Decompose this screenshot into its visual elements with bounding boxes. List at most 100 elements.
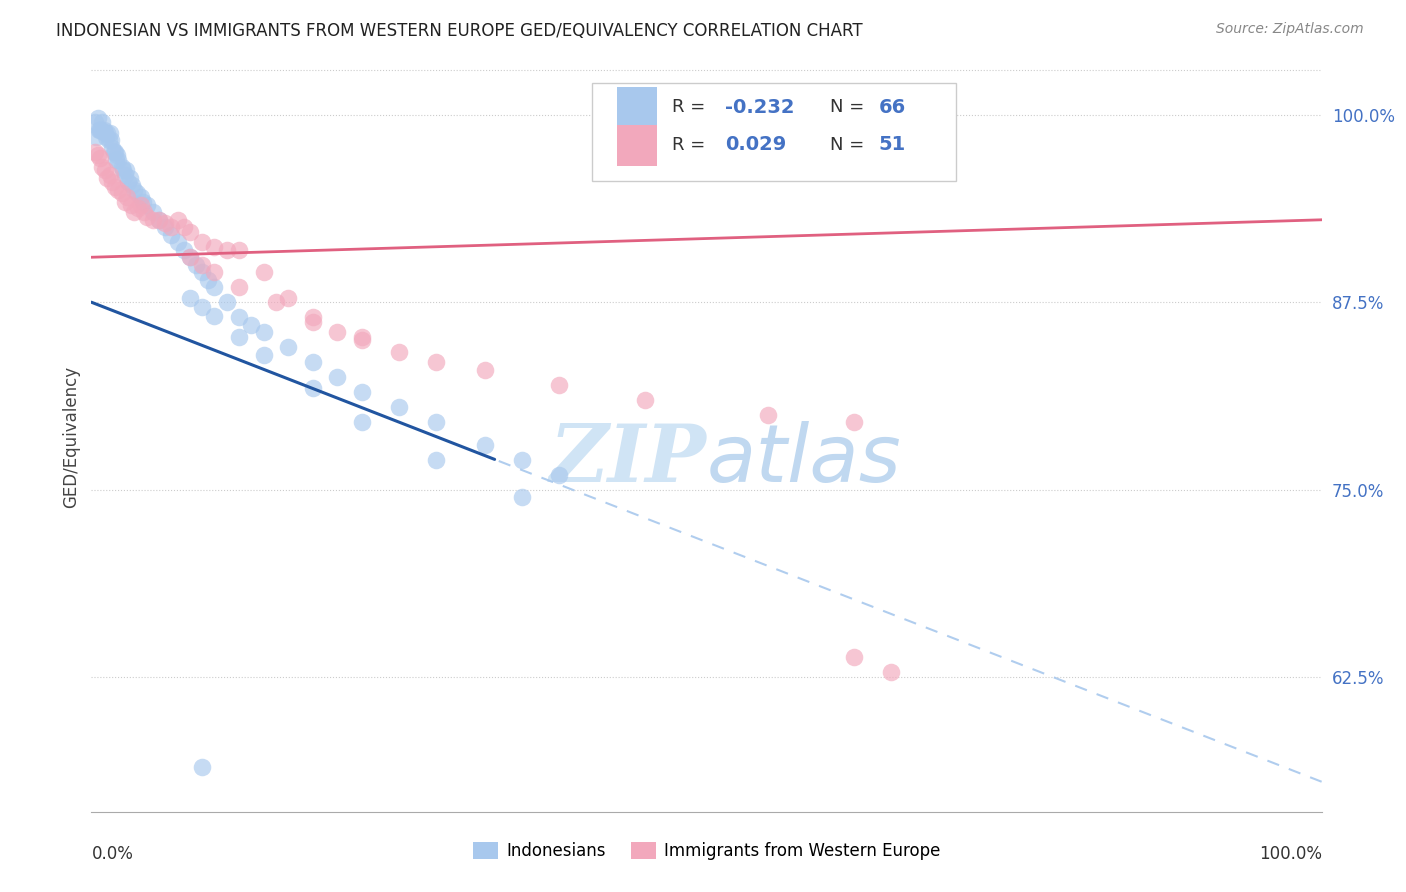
Point: [179, 225, 201, 239]
Point: [142, 205, 165, 219]
Point: [98, 168, 121, 182]
Point: [202, 240, 225, 254]
Text: R =: R =: [672, 136, 717, 153]
Point: [142, 212, 165, 227]
Point: [352, 385, 374, 400]
FancyBboxPatch shape: [617, 87, 657, 128]
Point: [124, 183, 146, 197]
Point: [86, 130, 108, 145]
Point: [425, 355, 447, 369]
Text: N =: N =: [830, 98, 869, 116]
Point: [132, 194, 155, 209]
Point: [352, 415, 374, 429]
Point: [104, 179, 127, 194]
Point: [166, 235, 188, 250]
Point: [96, 130, 117, 145]
Point: [352, 333, 374, 347]
Point: [197, 273, 219, 287]
Point: [118, 170, 141, 185]
Point: [352, 329, 374, 343]
Point: [202, 309, 225, 323]
Point: [120, 198, 142, 212]
Y-axis label: GED/Equivalency: GED/Equivalency: [62, 366, 80, 508]
Point: [105, 153, 127, 167]
Point: [179, 250, 201, 264]
Point: [160, 220, 183, 235]
Point: [104, 145, 127, 160]
Point: [84, 115, 107, 129]
Point: [91, 115, 114, 129]
Point: [94, 126, 117, 140]
Point: [134, 205, 156, 219]
Legend: Indonesians, Immigrants from Western Europe: Indonesians, Immigrants from Western Eur…: [465, 836, 948, 867]
FancyBboxPatch shape: [617, 125, 657, 166]
Point: [160, 227, 183, 242]
Point: [93, 123, 115, 137]
Point: [474, 437, 496, 451]
Point: [277, 291, 299, 305]
Point: [880, 665, 903, 680]
Point: [121, 178, 143, 193]
Point: [191, 760, 214, 774]
Text: 66: 66: [879, 98, 905, 117]
Point: [228, 243, 250, 257]
Point: [98, 126, 121, 140]
Point: [97, 133, 120, 147]
Point: [129, 198, 152, 212]
Text: Source: ZipAtlas.com: Source: ZipAtlas.com: [1216, 22, 1364, 37]
Point: [86, 148, 108, 162]
Point: [510, 452, 533, 467]
Point: [153, 216, 177, 230]
Point: [103, 145, 125, 160]
Point: [107, 183, 129, 197]
Point: [100, 133, 122, 147]
Point: [115, 190, 138, 204]
Point: [202, 265, 225, 279]
Point: [215, 295, 238, 310]
Point: [135, 198, 157, 212]
Point: [474, 362, 496, 376]
Text: N =: N =: [830, 136, 869, 153]
Point: [86, 111, 108, 125]
Point: [184, 258, 207, 272]
Point: [96, 170, 118, 185]
Point: [253, 325, 276, 339]
Point: [202, 280, 225, 294]
Point: [90, 123, 112, 137]
Point: [117, 175, 139, 189]
Point: [166, 212, 188, 227]
Point: [114, 194, 136, 209]
Text: 100.0%: 100.0%: [1258, 846, 1322, 863]
Point: [105, 148, 128, 162]
Point: [191, 235, 214, 250]
Point: [301, 310, 323, 325]
Text: R =: R =: [672, 98, 711, 116]
Point: [94, 163, 117, 178]
Point: [842, 650, 865, 665]
Point: [547, 467, 569, 482]
Point: [129, 190, 152, 204]
Point: [301, 355, 323, 369]
Point: [228, 329, 250, 343]
Point: [228, 280, 250, 294]
Point: [135, 210, 157, 224]
Point: [179, 250, 201, 264]
Point: [111, 186, 134, 200]
Point: [153, 220, 177, 235]
Point: [240, 318, 263, 332]
Point: [84, 145, 107, 160]
Text: atlas: atlas: [706, 420, 901, 499]
Point: [89, 123, 111, 137]
Point: [547, 377, 569, 392]
Point: [127, 201, 149, 215]
Point: [125, 186, 148, 200]
Text: 0.0%: 0.0%: [91, 846, 134, 863]
Point: [91, 161, 114, 175]
Point: [148, 212, 170, 227]
Point: [191, 265, 214, 279]
Point: [107, 153, 129, 167]
Point: [388, 400, 411, 414]
Point: [510, 490, 533, 504]
Point: [253, 348, 276, 362]
Point: [87, 123, 110, 137]
